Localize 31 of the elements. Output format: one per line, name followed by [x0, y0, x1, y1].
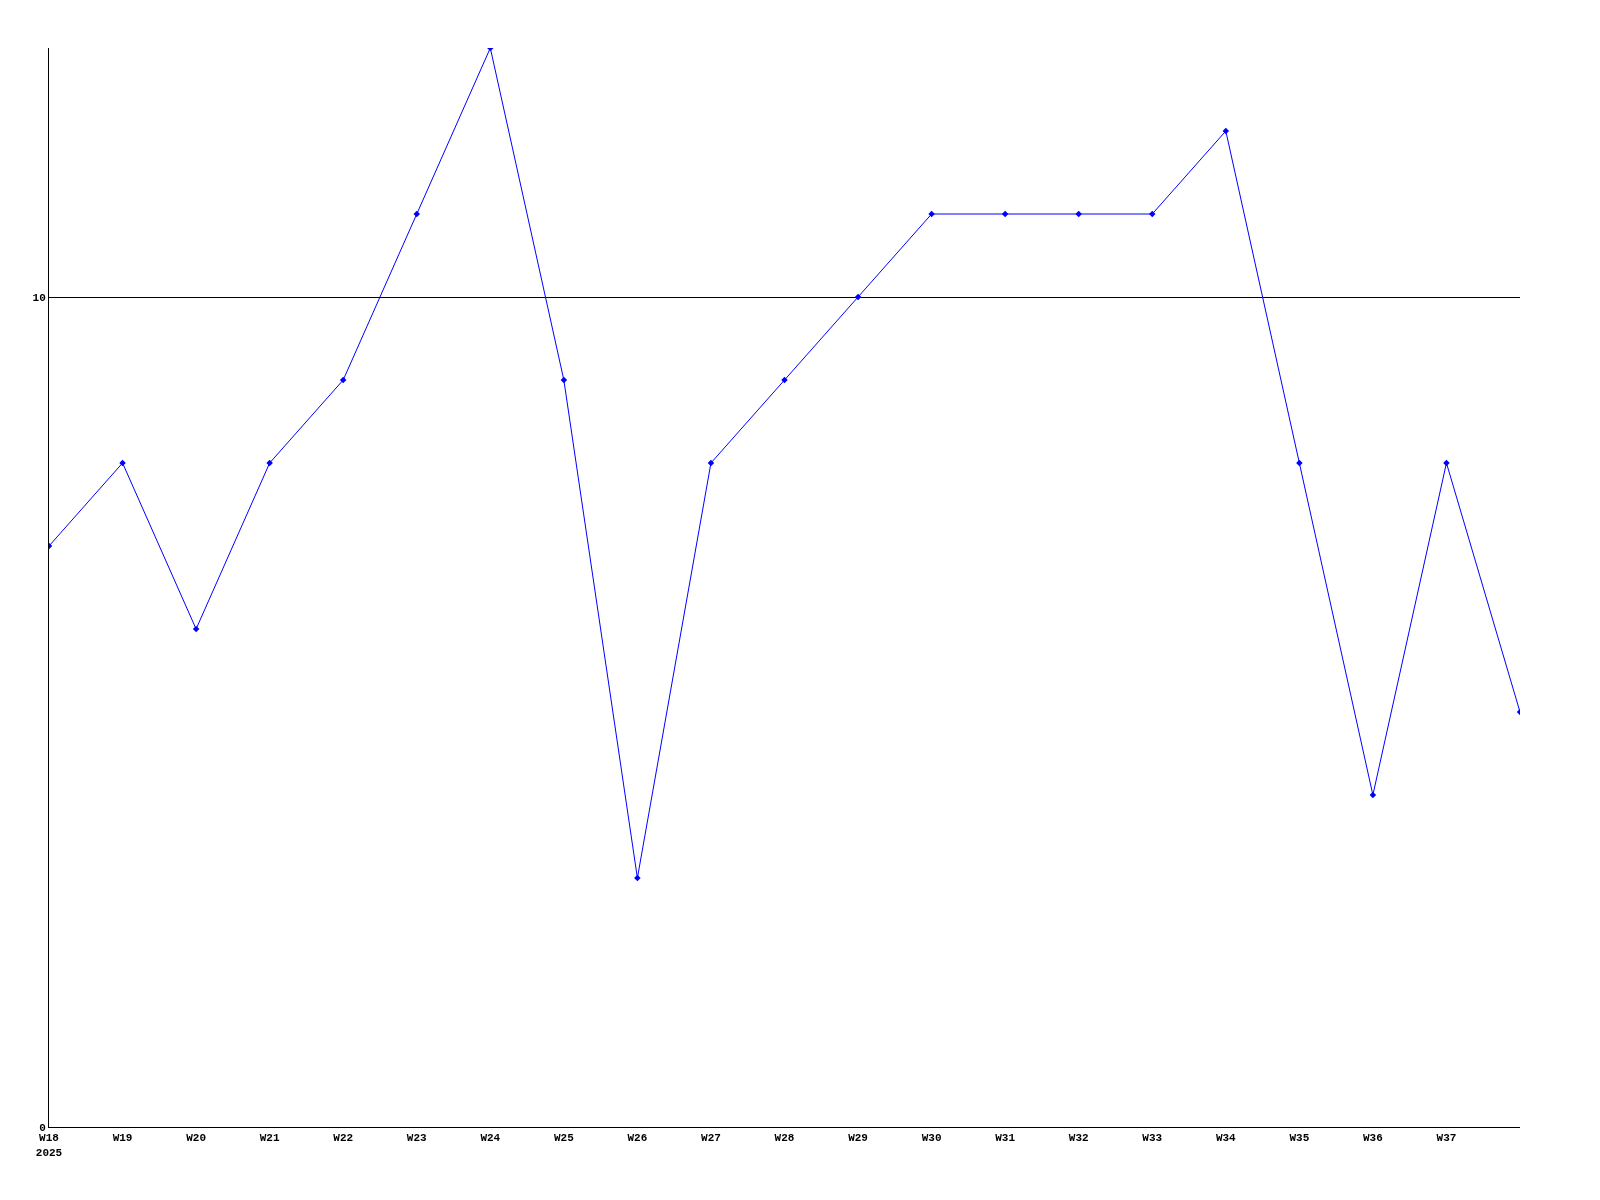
y-tick-label: 0 [39, 1121, 46, 1134]
point [192, 625, 200, 633]
x-tick-label: W27 [701, 1132, 721, 1145]
point [1222, 127, 1230, 135]
x-tick-label: W31 [995, 1132, 1016, 1145]
x-tick-label: W18 2025 [35, 1132, 63, 1159]
point [1369, 791, 1377, 799]
x-tick-label: W21 [259, 1132, 280, 1145]
x-tick-label: W25 [553, 1132, 575, 1145]
x-tick-label: W19 [112, 1132, 133, 1145]
x-tick-label: W20 [186, 1132, 207, 1145]
x-tick-label: W22 [333, 1132, 354, 1145]
point [854, 293, 862, 301]
x-tick-label: W24 [480, 1132, 501, 1145]
x-tick-label: W33 [1142, 1132, 1163, 1145]
point [413, 210, 420, 218]
x-tick-label: W34 [1215, 1132, 1237, 1145]
x-tick-label: W37 [1436, 1132, 1457, 1145]
x-tick-label: W26 [627, 1132, 648, 1145]
point [707, 459, 715, 467]
point [1001, 210, 1009, 218]
x-tick-label: W36 [1362, 1132, 1383, 1145]
x-tick-label: W28 [774, 1132, 795, 1145]
x-tick-label: W29 [848, 1132, 868, 1145]
y-tick-label: 10 [32, 291, 46, 304]
x-tick-label: W30 [921, 1132, 942, 1145]
point [560, 376, 568, 384]
x-tick-label: W32 [1068, 1132, 1089, 1145]
x-tick-label: W23 [406, 1132, 428, 1145]
point [339, 376, 347, 384]
x-tick-label: W35 [1289, 1132, 1310, 1145]
